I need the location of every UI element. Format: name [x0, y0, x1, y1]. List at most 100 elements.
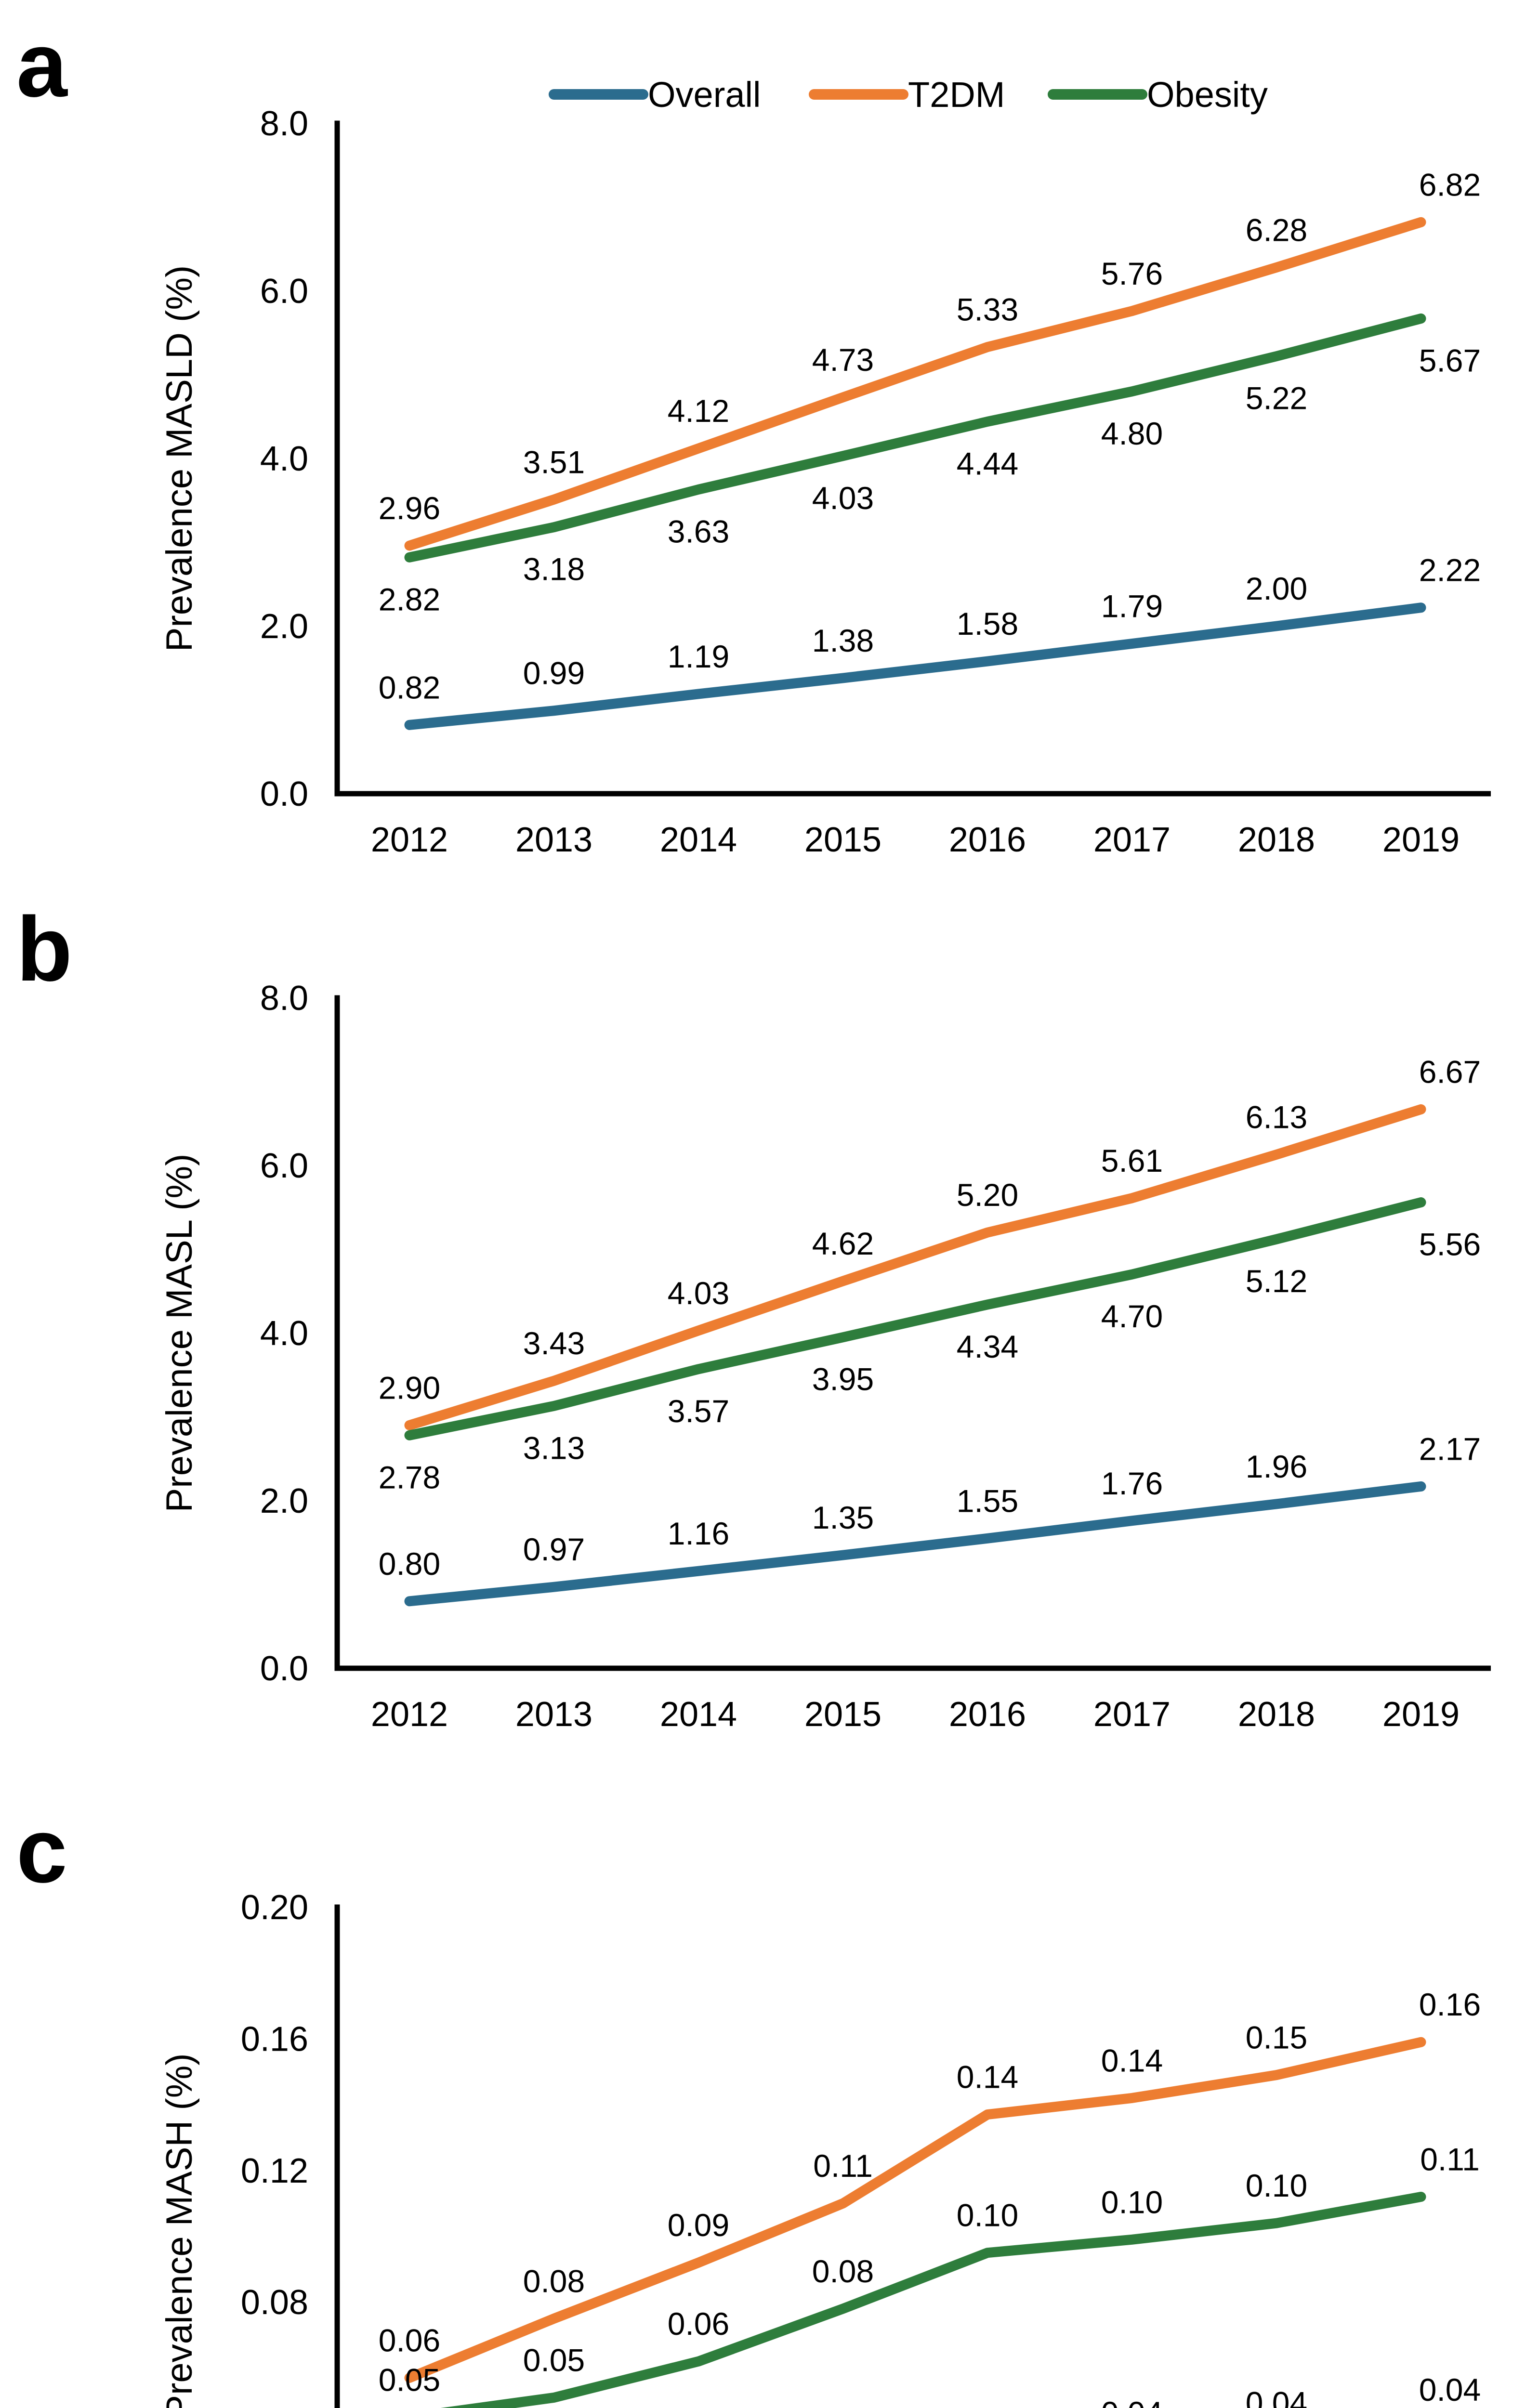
x-tick-label: 2013 — [515, 821, 592, 859]
data-label-overall: 1.38 — [812, 623, 874, 658]
y-tick-label: 4.0 — [260, 440, 308, 478]
series-line-t2dm — [404, 217, 1426, 551]
data-label-overall: 1.79 — [1101, 589, 1163, 624]
legend: Overall T2DM Obesity — [549, 75, 1268, 115]
data-label-t2dm: 0.11 — [813, 2148, 873, 2184]
data-label-t2dm: 5.33 — [957, 292, 1018, 327]
x-tick-label: 2018 — [1238, 1695, 1315, 1734]
y-tick-label: 0.08 — [241, 2283, 308, 2322]
data-label-obesity: 2.82 — [379, 581, 440, 617]
data-label-t2dm: 2.90 — [379, 1370, 440, 1405]
y-tick-label: 0.0 — [260, 1649, 308, 1688]
series-line-overall — [404, 1481, 1426, 1607]
data-label-overall: 1.76 — [1101, 1466, 1163, 1501]
data-label-obesity: 0.10 — [1101, 2184, 1163, 2220]
data-label-t2dm: 4.73 — [812, 342, 874, 378]
x-tick-label: 2012 — [371, 821, 448, 859]
data-label-obesity: 0.10 — [957, 2198, 1018, 2233]
data-label-t2dm: 6.13 — [1246, 1099, 1307, 1135]
legend-label-t2dm: T2DM — [908, 75, 1005, 115]
data-label-t2dm: 0.14 — [957, 2059, 1018, 2095]
data-label-obesity: 5.22 — [1246, 380, 1307, 416]
data-label-t2dm: 4.12 — [668, 393, 729, 429]
x-tick-label: 2017 — [1093, 821, 1171, 859]
data-label-obesity: 4.03 — [812, 480, 874, 516]
x-tick-label: 2016 — [949, 821, 1026, 859]
panel-letter-c: c — [16, 1800, 67, 1902]
x-tick-label: 2014 — [660, 1695, 737, 1734]
data-label-overall: 0.99 — [523, 655, 585, 691]
data-label-t2dm: 6.67 — [1419, 1054, 1481, 1089]
series-line-obesity — [404, 1197, 1426, 1440]
y-tick-label: 2.0 — [260, 607, 308, 646]
axis-lines-b — [334, 995, 1491, 1671]
data-label-t2dm: 5.20 — [957, 1177, 1018, 1213]
data-label-overall: 1.96 — [1246, 1449, 1307, 1484]
data-label-obesity: 4.70 — [1101, 1298, 1163, 1334]
x-tick-label: 2012 — [371, 1695, 448, 1734]
data-label-overall: 1.58 — [957, 606, 1018, 641]
data-label-overall: 0.82 — [379, 669, 440, 705]
data-label-t2dm: 5.61 — [1101, 1143, 1163, 1178]
data-label-obesity: 5.12 — [1246, 1263, 1307, 1299]
data-label-overall: 1.35 — [812, 1500, 874, 1535]
data-label-overall: 1.19 — [668, 639, 729, 674]
data-label-obesity: 0.08 — [812, 2253, 874, 2289]
data-label-overall: 0.04 — [1246, 2385, 1307, 2408]
y-tick-label: 4.0 — [260, 1314, 308, 1353]
data-label-obesity: 4.80 — [1101, 416, 1163, 451]
data-label-t2dm: 0.16 — [1419, 1987, 1481, 2022]
data-label-overall: 2.00 — [1246, 571, 1307, 606]
data-label-t2dm: 0.15 — [1246, 2020, 1307, 2055]
data-label-t2dm: 0.08 — [523, 2263, 585, 2299]
data-label-obesity: 0.10 — [1246, 2168, 1307, 2203]
panel-letter-b: b — [16, 898, 73, 1000]
data-label-t2dm: 6.82 — [1419, 167, 1481, 202]
x-tick-label: 2015 — [804, 821, 881, 859]
x-tick-label: 2018 — [1238, 821, 1315, 859]
series-line-t2dm — [404, 1104, 1426, 1430]
data-label-t2dm: 0.09 — [668, 2207, 729, 2243]
data-label-obesity: 0.05 — [523, 2342, 585, 2378]
data-label-t2dm: 0.06 — [379, 2322, 440, 2358]
series-line-t2dm — [404, 2037, 1426, 2383]
x-tick-label: 2017 — [1093, 1695, 1171, 1734]
legend-label-overall: Overall — [648, 75, 761, 115]
data-label-obesity: 5.56 — [1419, 1227, 1481, 1262]
data-label-obesity: 4.34 — [957, 1329, 1018, 1364]
y-tick-label: 2.0 — [260, 1482, 308, 1520]
data-label-t2dm: 6.28 — [1246, 212, 1307, 248]
y-tick-label: 6.0 — [260, 1147, 308, 1185]
x-tick-label: 2019 — [1382, 1695, 1460, 1734]
y-axis-title: Prevalence MASLD (%) — [159, 265, 200, 652]
data-label-obesity: 2.78 — [379, 1459, 440, 1495]
data-label-overall: 0.97 — [523, 1531, 585, 1567]
data-label-overall: 0.04 — [1419, 2372, 1481, 2408]
data-label-overall: 2.17 — [1419, 1431, 1481, 1466]
data-label-t2dm: 3.43 — [523, 1325, 585, 1361]
data-label-t2dm: 4.03 — [668, 1275, 729, 1311]
panel-letter-a: a — [16, 14, 67, 116]
data-label-obesity: 0.05 — [379, 2362, 440, 2397]
data-label-t2dm: 0.14 — [1101, 2042, 1163, 2078]
series-line-overall — [404, 602, 1426, 730]
data-label-t2dm: 5.76 — [1101, 256, 1163, 291]
y-tick-label: 8.0 — [260, 105, 308, 143]
data-label-obesity: 3.57 — [668, 1393, 729, 1429]
data-label-overall: 2.22 — [1419, 552, 1481, 588]
legend-label-obesity: Obesity — [1147, 75, 1268, 115]
panel-b: 0.0 2.0 4.0 6.0 8.0 2012 2013 2014 2015 2016 2017 2… — [159, 979, 1491, 1734]
y-tick-label: 6.0 — [260, 272, 308, 311]
x-tick-label: 2019 — [1382, 821, 1460, 859]
data-label-obesity: 3.13 — [523, 1430, 585, 1466]
y-axis-title: Prevalence MASL (%) — [159, 1154, 200, 1513]
y-tick-label: 0.16 — [241, 2020, 308, 2058]
data-label-obesity: 0.11 — [1420, 2141, 1480, 2177]
y-tick-label: 0.12 — [241, 2152, 308, 2190]
panel-a: 0.0 2.0 4.0 6.0 8.0 2012 2013 2014 2015 2016 2017 2… — [159, 75, 1491, 859]
data-label-overall: 1.55 — [957, 1483, 1018, 1518]
y-tick-label: 0.0 — [260, 775, 308, 813]
x-tick-label: 2013 — [515, 1695, 592, 1734]
